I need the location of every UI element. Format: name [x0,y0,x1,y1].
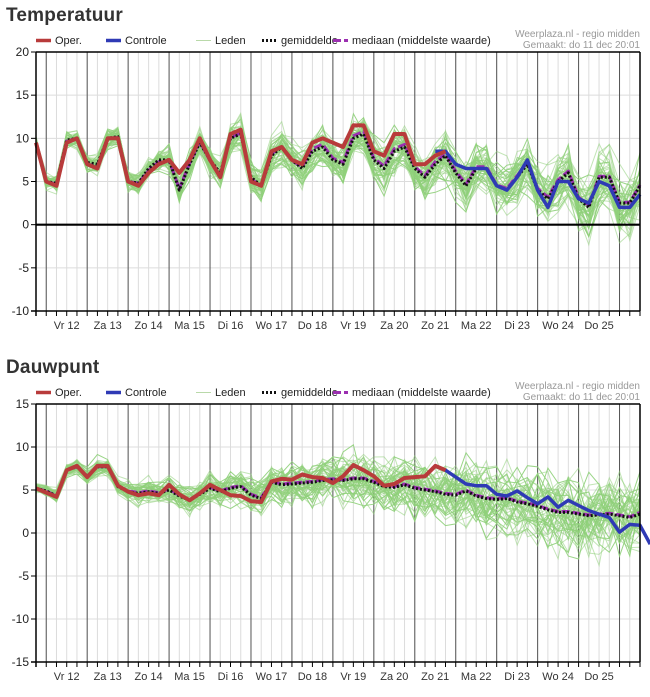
y-tick-label: 20 [16,45,30,59]
x-day-label: Di 23 [504,671,530,683]
legend-item-gemiddelde: gemiddelde [262,35,338,47]
legend-item-mediaan: mediaan (middelste waarde) [333,35,491,47]
x-day-label: Vr 19 [340,671,366,683]
legend-item-oper: Oper. [36,387,82,399]
x-day-label: Do 18 [298,320,327,332]
x-day-label: Di 16 [218,320,244,332]
x-day-label: Ma 22 [461,320,492,332]
legend-item-gemiddelde: gemiddelde [262,387,338,399]
x-day-label: Do 25 [584,320,613,332]
x-day-label: Di 23 [504,320,530,332]
x-day-label: Wo 17 [256,671,288,683]
legend-item-leden: Leden [196,35,246,47]
grid [36,404,640,662]
x-day-label: Di 16 [218,671,244,683]
x-day-label: Zo 21 [421,320,449,332]
x-day-label: Do 25 [584,671,613,683]
legend-item-mediaan: mediaan (middelste waarde) [333,387,491,399]
x-day-label: Wo 24 [542,320,574,332]
y-tick-label: 0 [22,218,29,232]
ensemble-members [36,445,640,566]
legend-item-leden: Leden [196,387,246,399]
dewpoint-chart: 15 10 5 0 -5 -10 -15 Vr 12 Za 13 Zo 14 Ma 15 Di 16 W… [0,352,650,697]
y-tick-label: -15 [12,655,30,669]
legend: Oper. Controle Leden gemiddelde mediaan (mid… [36,387,491,399]
y-tick-label: 5 [22,483,29,497]
legend: Oper. Controle Leden gemiddelde mediaan (mid… [36,35,491,47]
y-tick-label: 15 [16,397,30,411]
temperature-chart: 20 15 10 5 0 -5 -10 Vr 12 Za 13 Zo 14 Ma 15 Di 16 Wo… [0,0,650,345]
y-tick-label: -10 [12,304,30,318]
y-tick-label: 10 [16,131,30,145]
x-day-label: Zo 14 [135,320,163,332]
x-day-label: Za 20 [380,671,408,683]
x-day-label: Vr 12 [54,671,80,683]
y-tick-label: 10 [16,440,30,454]
x-day-label: Za 13 [94,320,122,332]
legend-label-mediaan: mediaan (middelste waarde) [352,387,491,399]
x-day-label: Za 20 [380,320,408,332]
y-tick-label: -5 [18,261,29,275]
legend-label-controle: Controle [125,35,167,47]
legend-label-gemiddelde: gemiddelde [281,387,338,399]
x-day-label: Za 13 [94,671,122,683]
y-tick-label: -5 [18,569,29,583]
x-day-label: Wo 17 [256,320,288,332]
x-day-label: Vr 12 [54,320,80,332]
legend-label-leden: Leden [215,35,246,47]
legend-label-oper: Oper. [55,387,82,399]
legend-label-oper: Oper. [55,35,82,47]
x-day-label: Ma 22 [461,671,492,683]
x-day-label: Vr 19 [340,320,366,332]
x-day-label: Zo 14 [135,671,163,683]
y-tick-label: 0 [22,526,29,540]
x-day-label: Wo 24 [542,671,574,683]
legend-item-controle: Controle [106,387,167,399]
y-tick-label: 5 [22,175,29,189]
legend-label-leden: Leden [215,387,246,399]
legend-label-gemiddelde: gemiddelde [281,35,338,47]
x-day-label: Ma 15 [174,671,205,683]
x-day-label: Do 18 [298,671,327,683]
y-tick-label: -10 [12,612,30,626]
legend-item-oper: Oper. [36,35,82,47]
legend-label-controle: Controle [125,387,167,399]
legend-label-mediaan: mediaan (middelste waarde) [352,35,491,47]
x-day-label: Zo 21 [421,671,449,683]
x-day-label: Ma 15 [174,320,205,332]
y-tick-label: 15 [16,88,30,102]
legend-item-controle: Controle [106,35,167,47]
